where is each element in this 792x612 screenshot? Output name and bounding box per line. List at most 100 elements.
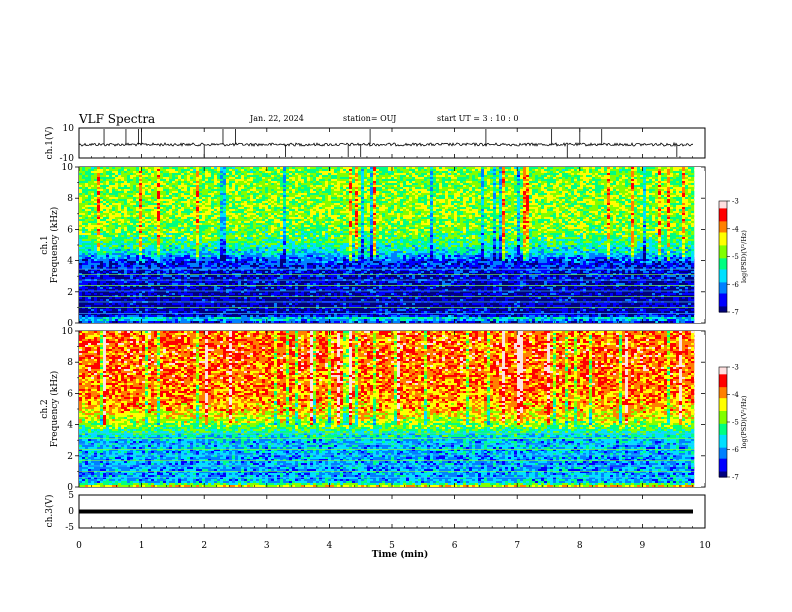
spectrogram-cell: [211, 237, 214, 239]
spectrogram-cell: [211, 233, 214, 235]
spectrogram-cell: [166, 251, 169, 253]
spectrogram-cell: [208, 309, 211, 311]
spectrogram-cell: [229, 207, 232, 209]
spectrogram-cell: [247, 283, 250, 285]
spectrogram-cell: [187, 241, 190, 243]
spectrogram-cell: [151, 167, 154, 169]
spectrogram-cell: [190, 305, 193, 307]
spectrogram-cell: [202, 311, 205, 313]
spectrogram-cell: [124, 209, 127, 211]
spectrogram-cell: [196, 177, 199, 179]
spectrogram-cell: [223, 173, 226, 175]
spectrogram-cell: [112, 233, 115, 235]
spectrogram-cell: [214, 227, 217, 229]
spectrogram-cell: [193, 257, 196, 259]
spectrogram-cell: [169, 221, 172, 223]
spectrogram-cell: [112, 207, 115, 209]
spectrogram-cell: [208, 271, 211, 273]
spectrogram-cell: [196, 239, 199, 241]
spectrogram-cell: [151, 257, 154, 259]
spectrogram-cell: [157, 207, 160, 209]
spectrogram-cell: [262, 225, 265, 227]
spectrogram-cell: [190, 317, 193, 319]
spectrogram-cell: [181, 167, 184, 169]
spectrogram-cell: [181, 321, 184, 323]
spectrogram-cell: [94, 223, 97, 225]
spectrogram-cell: [211, 185, 214, 187]
spectrogram-cell: [247, 317, 250, 319]
spectrogram-cell: [103, 265, 106, 267]
spectrogram-cell: [148, 277, 151, 279]
spectrogram-cell: [103, 297, 106, 299]
spectrogram-cell: [217, 167, 220, 169]
spectrogram-cell: [157, 237, 160, 239]
spectrogram-cell: [94, 217, 97, 219]
spectrogram-cell: [130, 237, 133, 239]
spectrogram-cell: [115, 257, 118, 259]
spectrogram-cell: [211, 175, 214, 177]
spectrogram-cell: [88, 265, 91, 267]
spectrogram-cell: [247, 219, 250, 221]
spectrogram-cell: [262, 199, 265, 201]
spectrogram-cell: [253, 207, 256, 209]
spectrogram-cell: [202, 187, 205, 189]
spectrogram-cell: [262, 275, 265, 277]
spectrogram-cell: [178, 179, 181, 181]
spectrogram-cell: [166, 275, 169, 277]
spectrogram-cell: [223, 181, 226, 183]
spectrogram-cell: [100, 185, 103, 187]
spectrogram-cell: [163, 179, 166, 181]
spectrogram-cell: [238, 219, 241, 221]
spectrogram-cell: [181, 195, 184, 197]
spectrogram-cell: [145, 319, 148, 321]
spectrogram-cell: [154, 223, 157, 225]
spectrogram-cell: [235, 167, 238, 169]
spectrogram-cell: [241, 223, 244, 225]
spectrogram-cell: [127, 249, 130, 251]
spectrogram-cell: [118, 303, 121, 305]
spectrogram-cell: [103, 169, 106, 171]
spectrogram-cell: [181, 245, 184, 247]
spectrogram-cell: [244, 211, 247, 213]
spectrogram-cell: [112, 249, 115, 251]
spectrogram-cell: [148, 197, 151, 199]
spectrogram-cell: [199, 243, 202, 245]
spectrogram-cell: [259, 229, 262, 231]
spectrogram-cell: [160, 247, 163, 249]
spectrogram-cell: [223, 249, 226, 251]
spectrogram-cell: [181, 311, 184, 313]
spectrogram-cell: [229, 253, 232, 255]
spectrogram-cell: [94, 309, 97, 311]
spectrogram-cell: [145, 253, 148, 255]
spectrogram-cell: [103, 195, 106, 197]
spectrogram-cell: [235, 223, 238, 225]
spectrogram-cell: [160, 173, 163, 175]
spectrogram-cell: [136, 189, 139, 191]
spectrogram-cell: [154, 167, 157, 169]
spectrogram-cell: [118, 275, 121, 277]
spectrogram-cell: [169, 225, 172, 227]
spectrogram-cell: [103, 167, 106, 169]
spectrogram-cell: [148, 303, 151, 305]
spectrogram-cell: [190, 189, 193, 191]
spectrogram-cell: [163, 229, 166, 231]
spectrogram-cell: [268, 213, 271, 215]
spectrogram-cell: [154, 249, 157, 251]
spectrogram-cell: [178, 177, 181, 179]
spectrogram-cell: [178, 221, 181, 223]
spectrogram-cell: [175, 217, 178, 219]
spectrogram-cell: [235, 185, 238, 187]
spectrogram-cell: [190, 247, 193, 249]
spectrogram-cell: [259, 255, 262, 257]
spectrogram-cell: [265, 215, 268, 217]
spectrogram-cell: [250, 261, 253, 263]
spectrogram-cell: [130, 225, 133, 227]
spectrogram-cell: [133, 181, 136, 183]
spectrogram-cell: [235, 211, 238, 213]
spectrogram-cell: [178, 195, 181, 197]
spectrogram-cell: [238, 193, 241, 195]
spectrogram-cell: [199, 311, 202, 313]
spectrogram-cell: [142, 235, 145, 237]
spectrogram-cell: [184, 319, 187, 321]
spectrogram-cell: [211, 203, 214, 205]
